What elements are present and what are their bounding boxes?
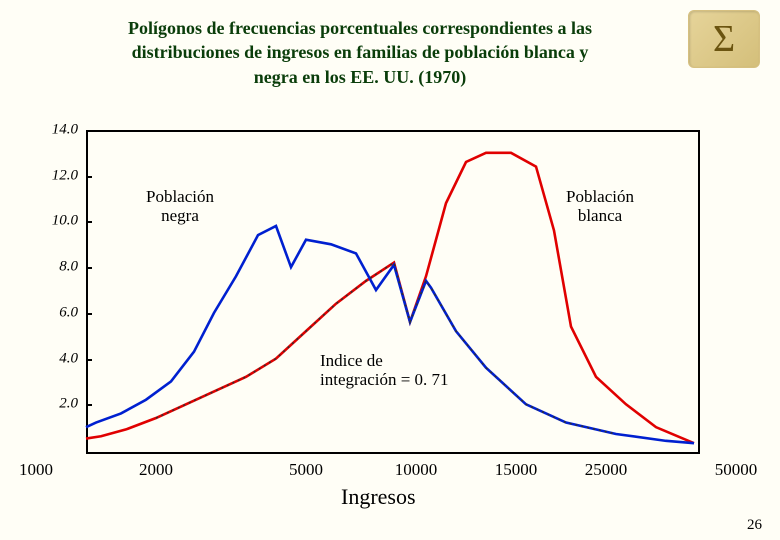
chart-lines: [0, 0, 780, 540]
annotation-line1: Indice de: [320, 351, 383, 370]
series-line: [86, 226, 694, 443]
slide-root: Σ Polígonos de frecuencias porcentuales …: [0, 0, 780, 540]
series-label-negra-line2: negra: [161, 206, 199, 225]
series-label-blanca-line2: blanca: [578, 206, 622, 225]
series-label-negra: Población negra: [146, 188, 214, 225]
overlap-dotted-line: [156, 263, 616, 434]
page-number: 26: [747, 517, 762, 534]
annotation-line2: integración = 0. 71: [320, 370, 449, 389]
series-label-negra-line1: Población: [146, 187, 214, 206]
series-label-blanca: Población blanca: [566, 188, 634, 225]
integration-index-annotation: Indice de integración = 0. 71: [320, 352, 449, 389]
series-label-blanca-line1: Población: [566, 187, 634, 206]
x-axis-title: Ingresos: [341, 484, 416, 510]
